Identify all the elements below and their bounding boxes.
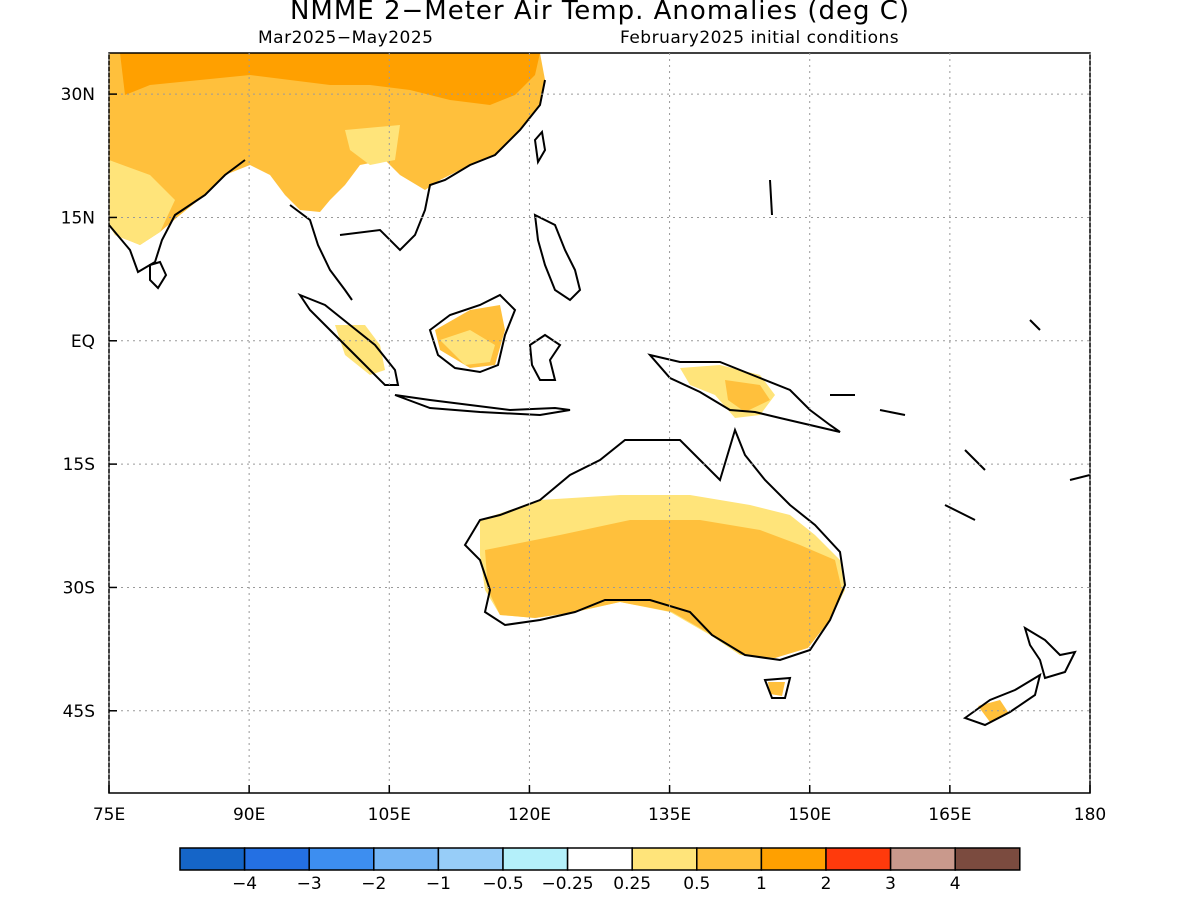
india-light-anomaly xyxy=(109,160,175,245)
colorbar-swatch xyxy=(373,847,440,871)
asia-anomaly-region xyxy=(109,53,545,245)
indochina-coast xyxy=(289,79,546,301)
lon-tick-label: 165E xyxy=(928,805,971,825)
colorbar-label: −4 xyxy=(232,874,257,894)
philippines xyxy=(533,213,582,302)
sumatra xyxy=(297,292,400,386)
colorbar-swatch xyxy=(631,847,698,871)
colorbar-label: −3 xyxy=(297,874,322,894)
lat-tick-label: 15N xyxy=(61,208,95,228)
pacific-islands xyxy=(769,179,1090,521)
colorbar-swatch xyxy=(954,847,1021,871)
asia-strong-anomaly xyxy=(120,53,540,105)
colorbar-label: 2 xyxy=(821,874,832,894)
lon-tick-label: 135E xyxy=(648,805,691,825)
colorbar-swatch xyxy=(566,847,633,871)
colorbar-swatch xyxy=(825,847,892,871)
colorbar-swatch xyxy=(437,847,504,871)
new-guinea-strong xyxy=(725,380,770,412)
colorbar-label: 0.5 xyxy=(683,874,710,894)
map-title: NMME 2−Meter Air Temp. Anomalies (deg C) xyxy=(289,0,911,26)
australia-mid-anomaly xyxy=(485,520,842,658)
lat-tick-label: 30N xyxy=(61,85,95,105)
colorbar-swatch xyxy=(696,847,763,871)
colorbar-swatch xyxy=(308,847,375,871)
colorbar-swatch xyxy=(889,847,956,871)
australia xyxy=(463,426,847,662)
colorbar-label: 3 xyxy=(885,874,896,894)
colorbar-label: 1 xyxy=(756,874,767,894)
axis-ticks: 30N 15N EQ 15S 30S 45S 75E 90E 105E 120E 135E 150E 1… xyxy=(61,85,1107,825)
new-zealand-anomaly xyxy=(978,700,1008,722)
india-coast xyxy=(109,159,246,274)
java xyxy=(394,394,571,417)
sumatra-anomaly xyxy=(335,325,385,375)
lat-tick-label: EQ xyxy=(71,332,95,352)
lat-tick-label: 15S xyxy=(63,455,95,475)
lon-tick-label: 120E xyxy=(508,805,551,825)
plot-frame xyxy=(108,52,1091,794)
coastlines xyxy=(109,79,1090,727)
colorbar-swatch xyxy=(179,847,246,871)
lon-tick-label: 180 xyxy=(1074,805,1106,825)
indochina-light-anomaly xyxy=(345,125,400,165)
new-zealand-south xyxy=(962,672,1042,727)
new-guinea xyxy=(647,353,841,433)
anomaly-shading xyxy=(109,53,1008,722)
colorbar-swatch xyxy=(243,847,310,871)
tasmania-anomaly xyxy=(768,682,785,696)
lon-tick-label: 90E xyxy=(233,805,265,825)
colorbar-swatch xyxy=(502,847,569,871)
colorbar: −4 −3 −2 −1 −0.5 −0.25 0.25 0.5 1 2 3 4 xyxy=(179,847,1021,894)
colorbar-label: −0.25 xyxy=(542,874,594,894)
graticule xyxy=(108,53,1091,793)
sri-lanka xyxy=(149,260,168,290)
borneo xyxy=(428,293,517,374)
borneo-light-anomaly xyxy=(440,330,495,365)
tasmania xyxy=(763,676,792,699)
colorbar-label: −0.5 xyxy=(482,874,523,894)
lon-tick-label: 105E xyxy=(368,805,411,825)
taiwan xyxy=(533,129,547,166)
colorbar-label: −1 xyxy=(426,874,451,894)
colorbar-swatch xyxy=(760,847,827,871)
lon-tick-label: 150E xyxy=(788,805,831,825)
colorbar-label: 4 xyxy=(950,874,961,894)
new-zealand-north xyxy=(1023,625,1077,680)
forecast-period: Mar2025−May2025 xyxy=(258,28,434,48)
lat-tick-label: 45S xyxy=(63,702,95,722)
initial-conditions: February2025 initial conditions xyxy=(620,28,900,48)
lat-tick-label: 30S xyxy=(63,578,95,598)
sulawesi xyxy=(528,333,562,381)
colorbar-label: −2 xyxy=(361,874,386,894)
lon-tick-label: 75E xyxy=(93,805,125,825)
colorbar-label: 0.25 xyxy=(613,874,651,894)
